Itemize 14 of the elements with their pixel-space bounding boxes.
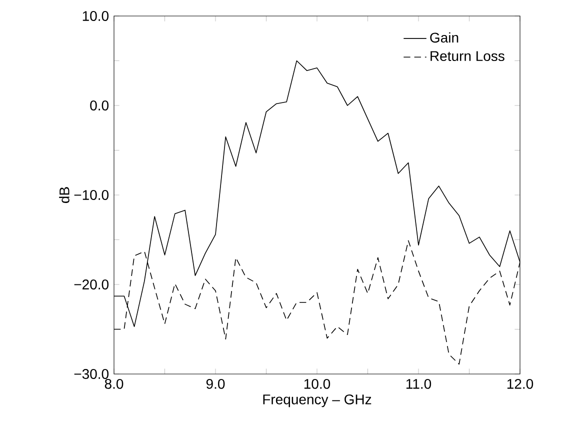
x-tick-label: 9.0 bbox=[206, 378, 225, 389]
x-tick-label: 10.0 bbox=[304, 378, 330, 389]
legend-label: Return Loss bbox=[430, 51, 504, 62]
x-tick-label: 8.0 bbox=[104, 378, 124, 389]
legend-label: Gain bbox=[430, 32, 458, 43]
x-tick-label: 12.0 bbox=[507, 378, 534, 389]
y-tick-label: 0.0 bbox=[90, 100, 109, 110]
y-tick-label: −20.0 bbox=[74, 280, 109, 290]
y-tick-label: −30.0 bbox=[74, 369, 109, 379]
y-axis-title: dB bbox=[59, 187, 70, 203]
y-tick-label: 10.0 bbox=[82, 11, 109, 21]
x-tick-label: 11.0 bbox=[406, 378, 432, 389]
y-tick-label: −10.0 bbox=[74, 190, 109, 200]
x-axis-title: Frequency – GHz bbox=[263, 394, 372, 408]
